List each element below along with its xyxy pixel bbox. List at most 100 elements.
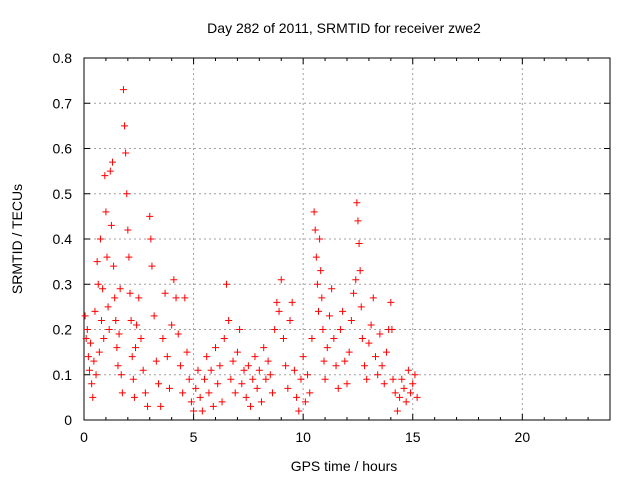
data-point <box>332 362 340 370</box>
data-point <box>85 366 93 374</box>
data-point <box>389 375 397 383</box>
data-point <box>407 389 415 397</box>
data-point <box>286 316 294 324</box>
data-point <box>313 280 321 288</box>
x-axis-label: GPS time / hours <box>291 458 398 474</box>
data-point <box>117 371 125 379</box>
data-point <box>411 371 419 379</box>
data-point <box>103 253 111 261</box>
data-point <box>84 353 92 361</box>
y-tick-label: 0.7 <box>53 95 73 111</box>
x-tick-label: 15 <box>405 429 421 445</box>
data-point <box>87 339 95 347</box>
data-point <box>187 398 195 406</box>
data-point <box>369 294 377 302</box>
data-point <box>260 344 268 352</box>
data-point <box>111 294 119 302</box>
data-point <box>95 348 103 356</box>
data-point <box>113 344 121 352</box>
data-point <box>92 371 100 379</box>
data-point <box>148 262 156 270</box>
data-point <box>163 353 171 361</box>
data-point <box>181 294 189 302</box>
data-point <box>229 357 237 365</box>
data-point <box>176 362 184 370</box>
data-point <box>334 384 342 392</box>
data-point <box>299 353 307 361</box>
data-point <box>130 393 138 401</box>
data-points <box>81 86 421 415</box>
data-point <box>266 371 274 379</box>
data-point <box>318 294 326 302</box>
data-point <box>315 307 323 315</box>
data-point <box>361 362 369 370</box>
data-point <box>201 375 209 383</box>
data-point <box>308 335 316 343</box>
data-point <box>129 375 137 383</box>
data-point <box>328 285 336 293</box>
x-tick-label: 0 <box>80 429 88 445</box>
data-point <box>297 375 305 383</box>
data-point <box>104 303 112 311</box>
data-point <box>192 384 200 392</box>
data-point <box>347 316 355 324</box>
y-tick-label: 0.2 <box>53 322 73 338</box>
data-point <box>225 316 233 324</box>
data-point <box>137 335 145 343</box>
y-tick-label: 0.4 <box>53 231 73 247</box>
data-point <box>170 276 178 284</box>
data-point <box>376 330 384 338</box>
data-point <box>105 326 113 333</box>
data-point <box>174 330 182 338</box>
data-point <box>119 86 127 94</box>
y-axis-label: SRMTID / TECUs <box>9 184 25 294</box>
data-point <box>216 362 224 370</box>
data-point <box>290 366 298 374</box>
data-point <box>354 217 362 225</box>
data-point <box>275 307 283 315</box>
data-point <box>190 407 198 415</box>
data-point <box>398 375 406 383</box>
data-point <box>273 298 281 306</box>
data-point <box>255 366 263 374</box>
data-point <box>312 253 320 261</box>
data-point <box>311 226 319 234</box>
data-point <box>157 402 165 410</box>
data-point <box>203 353 211 361</box>
data-point <box>133 321 141 329</box>
data-point <box>413 393 421 401</box>
y-axis: 0 0.1 0.2 0.3 0.4 0.5 0.6 0.7 0.8 <box>53 50 610 428</box>
data-point <box>98 316 106 324</box>
data-point <box>114 362 122 370</box>
data-point <box>214 380 222 388</box>
data-point <box>330 335 338 343</box>
data-point <box>99 285 107 293</box>
data-point <box>100 335 108 343</box>
y-tick-label: 0.5 <box>53 186 73 202</box>
data-point <box>172 294 180 302</box>
data-point <box>367 321 375 329</box>
data-point <box>357 303 365 311</box>
data-point <box>106 167 114 175</box>
data-point <box>220 335 228 343</box>
data-point <box>209 402 217 410</box>
data-point <box>139 366 147 374</box>
data-point <box>391 389 399 397</box>
data-point <box>161 289 169 297</box>
data-point <box>96 235 104 243</box>
data-point <box>90 357 98 365</box>
data-point <box>125 253 133 261</box>
data-point <box>116 285 124 293</box>
data-point <box>253 384 261 392</box>
data-point <box>218 398 226 406</box>
data-point <box>94 280 102 288</box>
data-point <box>196 393 204 401</box>
data-point <box>264 357 272 365</box>
data-point <box>141 389 149 397</box>
data-point <box>165 384 173 392</box>
x-axis: 0 5 10 15 20 <box>80 58 611 445</box>
data-point <box>310 208 318 216</box>
x-tick-label: 10 <box>295 429 311 445</box>
data-point <box>339 307 347 315</box>
